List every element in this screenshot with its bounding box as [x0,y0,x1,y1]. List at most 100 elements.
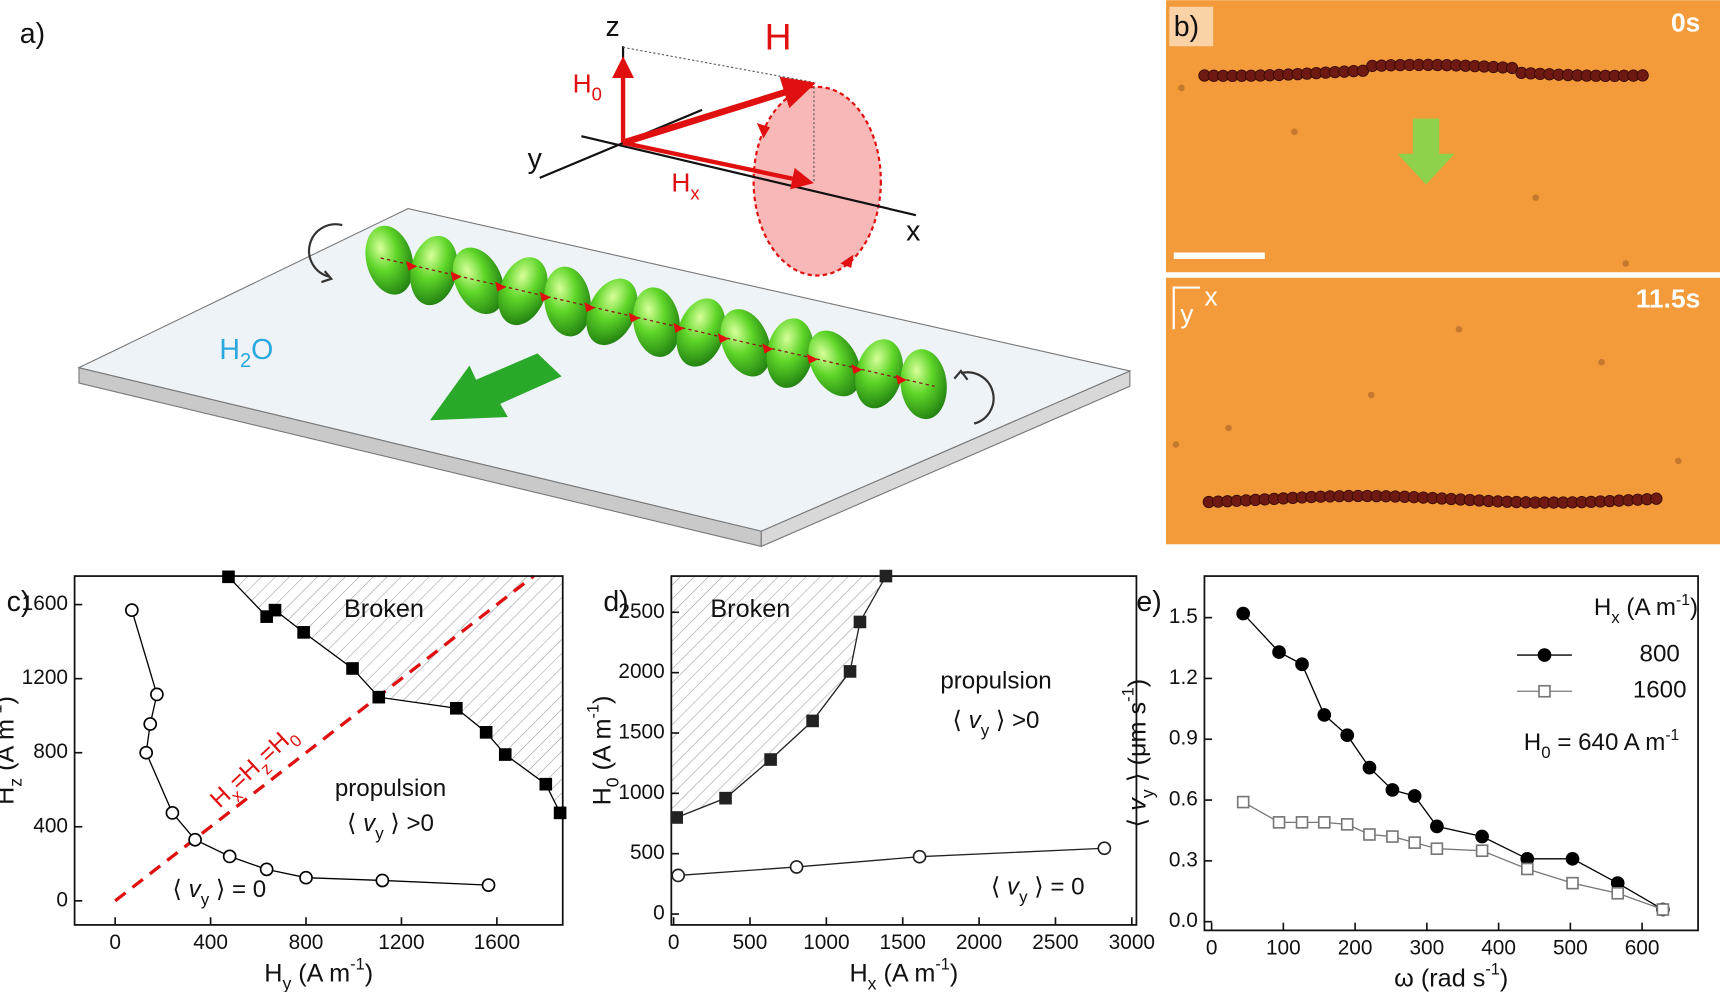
field-label: H [765,16,792,58]
particle [808,330,861,397]
marker [1656,903,1670,916]
moment-line [380,257,935,387]
marker [150,687,164,702]
moment-arrow [762,343,774,354]
hx-label: Hx [671,167,699,203]
x-tick-label: 2500 [1032,931,1078,954]
x-tick-label: 3000 [1109,931,1155,954]
text-part: 0 [592,84,602,105]
text-part: y [1137,789,1157,798]
text-part: ⟩ >0 [989,707,1039,734]
text-part: ⟨ [173,876,189,903]
moment-arrow [628,312,640,323]
text-part: y [375,824,384,843]
x-tick-label: 0 [1206,937,1218,960]
particle [720,309,771,377]
marker [1272,645,1286,659]
axis-label: x [1204,282,1217,312]
text-part: -1 [585,704,603,719]
y-tick-label: 0.0 [1169,909,1198,932]
annotation: ⟨ vy ⟩ = 0 [173,876,267,909]
marker [1295,816,1309,829]
text-part: ) [0,696,19,704]
text-part: H [588,787,616,805]
marker [498,748,512,761]
marker [188,832,202,847]
panel-label: c) [7,586,31,618]
plot-frame [670,575,1138,926]
broken-region [671,576,886,818]
y-tick-label: 0.3 [1169,848,1198,871]
x-tick-label: 200 [1338,937,1373,960]
plot-frame [1203,575,1699,932]
x-tick-label: 1500 [880,931,926,954]
text-part: ) [1690,594,1698,621]
text-part: ⟨ [991,874,1007,901]
x-tick-label: 0 [109,931,121,954]
text-part: ) [365,959,373,987]
text-part: y [981,721,990,740]
text-part: v [1123,797,1151,811]
marker [260,610,273,623]
y-axis-label: ⟨ vy ⟩ (μm s-1) [1120,679,1157,828]
y-tick-label: 1.5 [1169,605,1198,628]
panel-label: d) [603,586,628,618]
y-tick-label: 500 [630,841,665,864]
axis-line [539,108,703,179]
text-part: H [219,334,240,366]
x-axis-label: Hx (A m-1) [849,956,958,992]
bead [1650,492,1663,505]
rotation-arrow [308,223,343,278]
legend-title: Hx (A m-1) [1594,592,1698,627]
debris [1367,391,1375,399]
axis-line [581,135,917,217]
debris [1291,128,1298,136]
orientation-marker [1172,286,1201,330]
text-part: v [1007,874,1021,901]
text-part: ω (rad s [1394,964,1485,992]
debris [1622,260,1629,267]
motion-arrow [430,353,562,421]
text-part: -1 [1120,687,1138,702]
particle [855,339,904,409]
marker [346,662,359,675]
x-tick-label: 0 [668,931,680,954]
broken-region [228,576,563,813]
legend-label: 1600 [1633,677,1687,704]
text-part: z [5,778,25,787]
text-part: H [264,959,282,987]
particle [676,298,726,367]
text-part: (A m [588,719,616,778]
debris [1598,358,1605,366]
series-line [678,847,1105,877]
marker [1362,760,1377,775]
y-axis-label: Hz (A m-1) [0,696,25,805]
debris [1455,325,1463,333]
moment-arrow [895,374,907,385]
moment-arrow [673,322,685,333]
text-part: ⟩ = 0 [1028,874,1085,901]
h0-label: H0 [573,69,602,105]
text-part: x [868,973,877,992]
marker [1295,657,1309,672]
annotation: ⟨ vy ⟩ >0 [347,810,434,843]
text-part: ⟨ [347,810,363,837]
particle [766,318,814,388]
annotation: Hx=Hz=H0 [205,721,305,818]
moment-arrow [806,353,818,364]
text-part: (A m [291,959,350,987]
text-part: -1 [350,956,365,974]
marker [1611,886,1625,900]
identity-line [114,574,535,903]
text-part: -1 [1676,592,1690,609]
micrograph [1166,0,1720,273]
y-tick-label: 2000 [618,660,664,683]
chart: 0 100 200 300 400 500 600 0.0 0.3 0.6 0.9 1.2 1.5 ω (… [1120,575,1699,992]
x-tick-label: 400 [193,931,228,954]
marker [143,717,158,731]
annotation: ⟨ vy ⟩ >0 [953,707,1040,740]
y-tick-label: 2500 [618,600,664,623]
annotation: ⟨ vy ⟩ = 0 [991,874,1085,907]
text-part: ) [1123,679,1151,687]
